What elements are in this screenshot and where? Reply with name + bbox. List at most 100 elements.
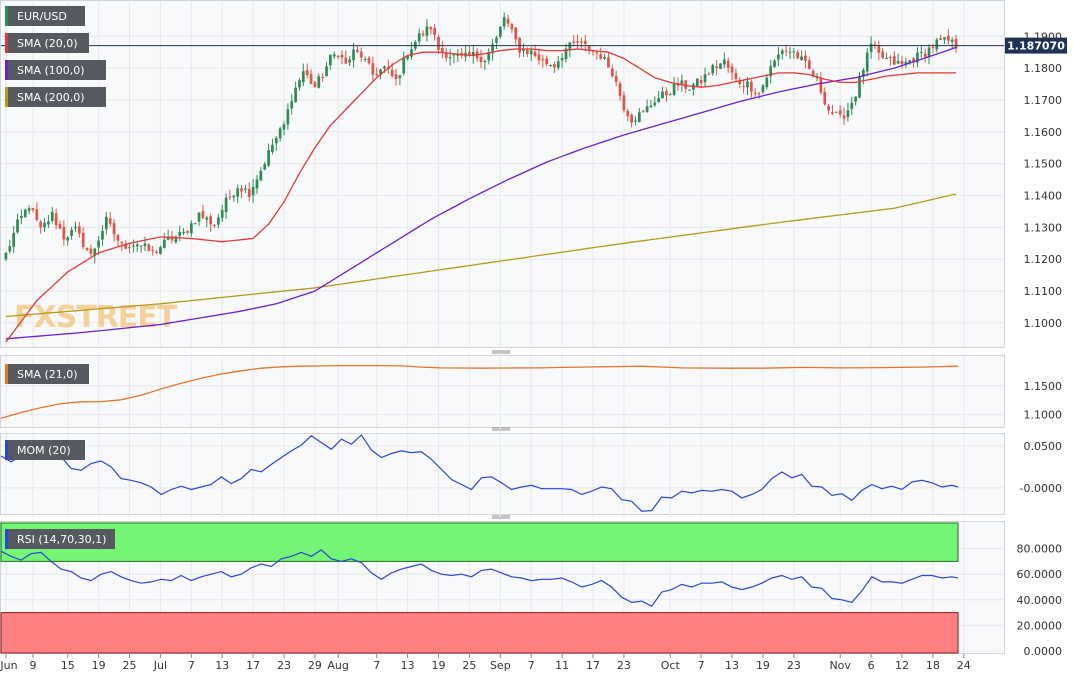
candle-body [39,221,43,228]
rsi-bands [0,522,959,654]
pane-divider-1[interactable] [492,350,510,354]
price-y-tick-label: 1.1800 [1024,62,1063,75]
x-tick-label: 19 [92,659,106,672]
candle [510,22,514,34]
candle-body [827,105,830,111]
x-tick-label: 17 [586,659,600,672]
candle [653,96,657,107]
candle [954,34,958,53]
candle [112,219,116,242]
candle-body [178,231,182,236]
legend-mom[interactable]: MOM (20) [5,440,85,460]
legend-sma21[interactable]: SMA (21,0) [5,364,89,384]
x-tick-label: Nov [829,659,851,672]
candle [576,34,579,50]
sma21-y-tick-label: 1.1500 [1024,380,1063,393]
legend-rsi[interactable]: RSI (14,70,30,1) [5,529,115,549]
candle [545,55,549,67]
candle [834,111,838,113]
x-tick-label: 7 [373,659,380,672]
pane-divider-3[interactable] [492,515,510,519]
candle-body [375,74,379,76]
candle-body [556,61,560,68]
candle-body [278,128,282,139]
candle-body [688,89,691,91]
candle-body [498,26,502,37]
candle [618,81,622,101]
candle-body [537,54,541,61]
candle [298,78,301,91]
candle-body [217,217,220,225]
candle-body [12,232,16,247]
candle [444,47,448,62]
mom-pane[interactable] [0,433,1005,515]
candle-body [340,55,344,58]
candle [765,74,769,90]
candle [305,63,309,79]
candle [479,49,483,69]
candle [846,102,850,122]
candle [278,126,282,142]
legend-sma20[interactable]: SMA (20,0) [5,33,89,53]
legend-sma200[interactable]: SMA (200,0) [5,87,106,107]
candle [703,67,707,87]
candle-body [247,188,251,198]
candle [166,229,170,241]
candle-body [159,247,162,254]
sma100-line [5,46,957,340]
candle-body [8,246,12,252]
price-y-tick-label: 1.1300 [1024,221,1063,234]
candle-body [286,109,290,125]
candle [761,83,765,94]
candle [313,80,317,88]
candle [560,53,564,68]
candle-body [719,63,722,69]
x-tick-label: 17 [246,659,260,672]
fxstreet-watermark: FXSTREET [14,300,178,335]
candle-body [626,111,630,117]
candle [649,100,653,108]
legend-rsi-bg [5,529,115,549]
candle [800,50,803,61]
price-pane[interactable] [0,0,1005,348]
candle-body [923,53,927,57]
pane-divider-2[interactable] [492,427,510,431]
candle [39,219,43,234]
candle [282,121,286,136]
candle [255,174,259,195]
candle-body [81,232,85,247]
last-price-tag[interactable]: 1.187070 [1005,37,1067,54]
candle-body [205,217,209,220]
price-y-tick-label: 1.1400 [1024,189,1063,202]
last-price-tag-bg [1005,37,1067,54]
candle [583,34,587,52]
legend-rsi-swatch [5,529,8,549]
candle [12,226,16,254]
candle [750,79,753,98]
candle [182,227,185,235]
candle [943,37,946,44]
candle-body [429,27,433,30]
candle [329,54,332,70]
candle-body [865,52,869,72]
candle-body [456,54,460,56]
candle [630,113,633,128]
candle [162,232,166,249]
candle-body [703,74,707,83]
candle [220,204,224,223]
candle-body [93,248,97,256]
candle [271,138,274,155]
candle [290,93,294,115]
price-y-tick-label: 1.1500 [1024,158,1063,171]
candle [923,48,927,63]
candle [54,208,58,230]
candle-body [4,252,8,260]
candle [916,47,919,68]
legend-eurusd[interactable]: EUR/USD [5,6,85,26]
candle-body [139,245,143,247]
candle-body [908,60,912,64]
candle-body [298,80,301,88]
candle-body [506,18,510,24]
legend-sma100[interactable]: SMA (100,0) [5,60,106,80]
candle-body [711,65,715,74]
